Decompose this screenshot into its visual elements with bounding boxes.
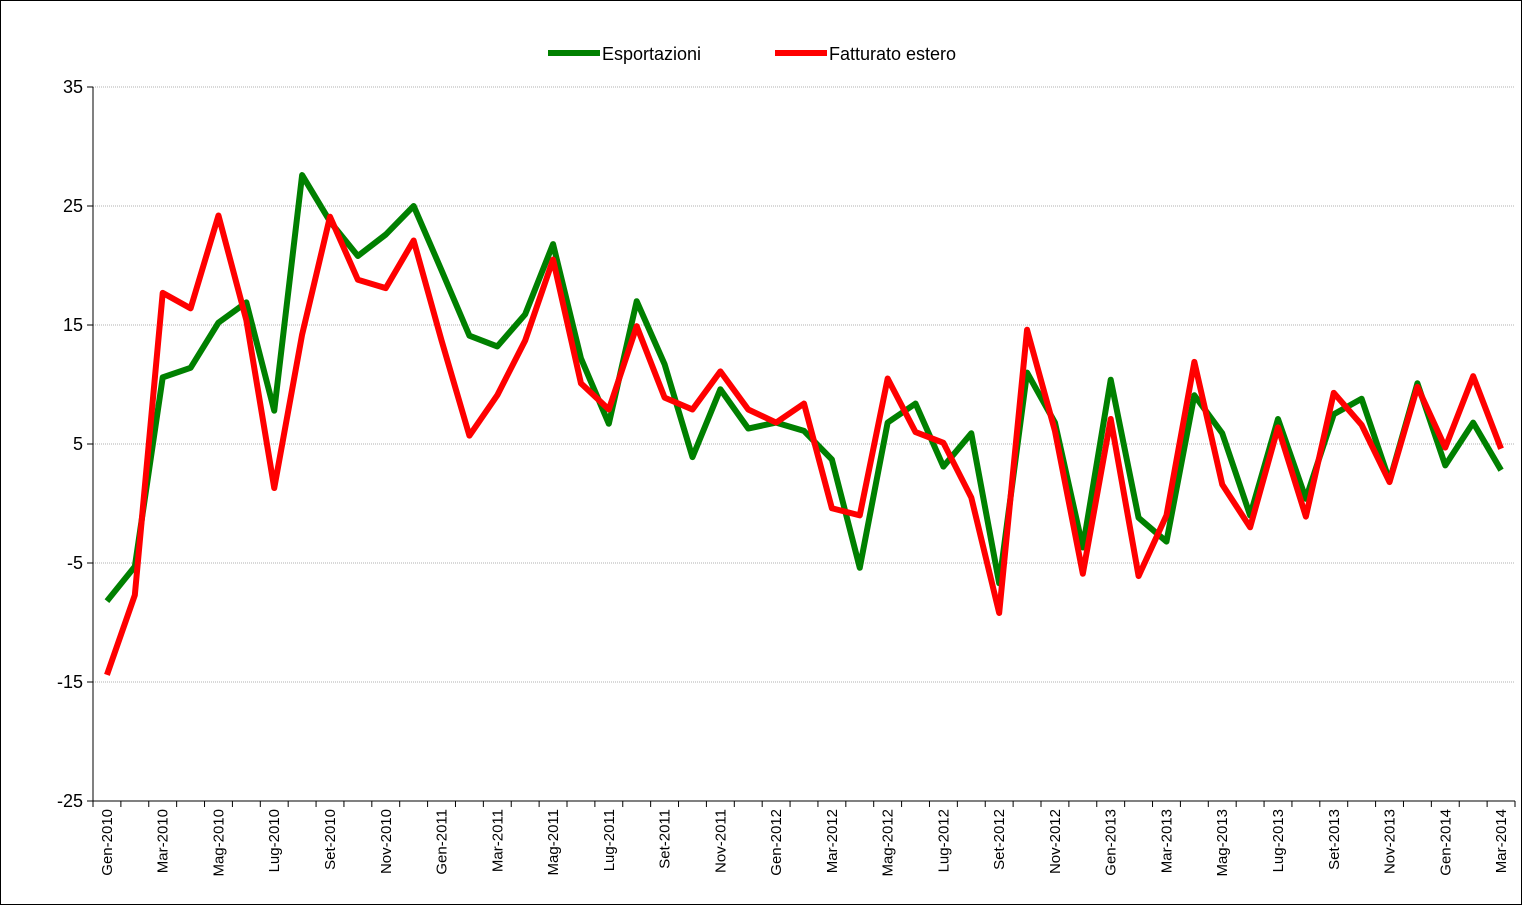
x-tick-label: Set-2010 <box>322 809 339 870</box>
series-line <box>104 212 1504 676</box>
y-tick-label: -25 <box>57 791 83 811</box>
y-tick-label: 25 <box>63 196 83 216</box>
x-tick-label: Gen-2013 <box>1103 809 1120 876</box>
x-tick-label: Mar-2010 <box>155 809 172 873</box>
y-tick-label: -5 <box>67 553 83 573</box>
x-tick-label: Nov-2013 <box>1382 809 1399 874</box>
x-tick-label: Nov-2010 <box>378 809 395 874</box>
x-tick-label: Set-2013 <box>1326 809 1343 870</box>
x-tick-label: Gen-2014 <box>1437 809 1454 876</box>
x-tick-label: Lug-2012 <box>935 809 952 872</box>
x-tick-label: Set-2012 <box>991 809 1008 870</box>
x-tick-label: Gen-2011 <box>434 809 451 875</box>
x-tick-label: Mag-2013 <box>1214 809 1231 877</box>
x-tick-label: Gen-2012 <box>768 809 785 876</box>
x-tick-label: Gen-2010 <box>99 809 116 876</box>
x-tick-label: Mag-2010 <box>210 809 227 877</box>
x-tick-label: Mar-2012 <box>824 809 841 873</box>
x-tick-label: Set-2011 <box>657 809 674 869</box>
x-tick-label: Nov-2012 <box>1047 809 1064 874</box>
x-tick-label: Mag-2011 <box>545 809 562 875</box>
y-tick-label: -15 <box>57 672 83 692</box>
x-tick-label: Lug-2010 <box>266 809 283 872</box>
x-tick-label: Mar-2014 <box>1493 809 1510 873</box>
plot: -25 -15 -5 5 15 25 35 Gen-2010 Mar-2010 Mag-2010 L… <box>57 44 1516 877</box>
x-tick-label: Lug-2013 <box>1270 809 1287 872</box>
x-tick-label: Mar-2013 <box>1158 809 1175 873</box>
y-tick-label: 15 <box>63 315 83 335</box>
legend-label: Fatturato estero <box>829 44 956 64</box>
x-tick-label: Mag-2012 <box>880 809 897 877</box>
x-tick-label: Lug-2011 <box>601 809 618 871</box>
x-tick-label: Mar-2011 <box>489 809 506 872</box>
y-tick-label: 35 <box>63 77 83 97</box>
x-tick-label: Nov-2011 <box>712 809 729 873</box>
legend-label: Esportazioni <box>602 44 701 64</box>
y-tick-label: 5 <box>73 434 83 454</box>
